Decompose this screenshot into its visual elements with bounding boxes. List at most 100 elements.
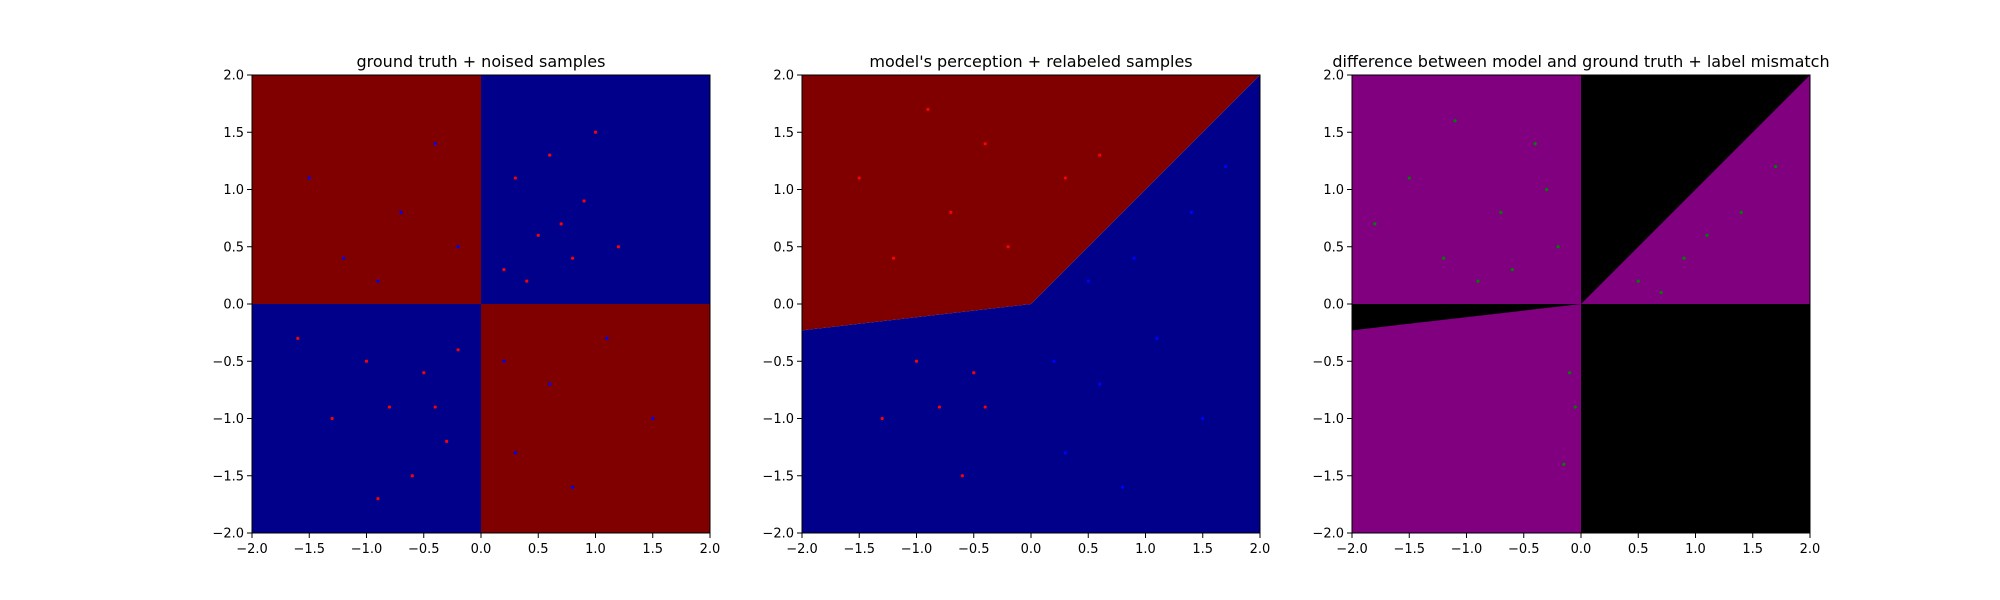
x-tick-label: 0.0 — [1571, 542, 1592, 557]
region-black-wedge-top — [1581, 75, 1810, 304]
region-black-wedge-left — [1352, 304, 1581, 331]
panel-2-regions — [802, 75, 1260, 533]
panel-2: model's perception + relabeled samples −… — [762, 52, 1270, 557]
point-red-7 — [525, 279, 529, 283]
x-tick-label: 2.0 — [1800, 542, 1821, 557]
x-tick-label: 2.0 — [1250, 542, 1271, 557]
point-green-1 — [1442, 256, 1446, 260]
y-tick-label: 1.5 — [1323, 126, 1344, 141]
y-tick-label: −1.5 — [1312, 469, 1344, 484]
y-tick-label: −2.0 — [762, 527, 794, 542]
point-red-9 — [937, 405, 942, 409]
point-green-3 — [1407, 176, 1411, 180]
y-tick-label: −1.0 — [762, 412, 794, 427]
panel-1-y-axis: −2.0 −1.5 −1.0 −0.5 0.0 0.5 1.0 1.5 2.0 — [212, 69, 252, 542]
panel-2-title: model's perception + relabeled samples — [869, 52, 1192, 71]
point-red-7 — [926, 107, 930, 111]
panel-2-x-axis: −2.0 −1.5 −1.0 −0.5 0.0 0.5 1.0 1.5 2.0 — [786, 533, 1270, 557]
x-tick-label: −0.5 — [408, 542, 440, 557]
x-tick-label: −0.5 — [1508, 542, 1540, 557]
point-green-12 — [1636, 279, 1640, 283]
panel-1-regions — [252, 75, 710, 533]
point-green-6 — [1453, 119, 1457, 123]
y-tick-label: −2.0 — [212, 527, 244, 542]
point-red-19 — [433, 405, 437, 409]
point-blue-30 — [571, 485, 575, 489]
point-blue-16 — [1063, 451, 1067, 455]
y-tick-label: 1.0 — [1323, 183, 1344, 198]
point-red-14 — [410, 474, 414, 478]
region-red-bottom-right — [481, 304, 710, 533]
panel-1: ground truth + noised samples −2.0 −1.5 −1… — [212, 52, 720, 557]
point-red-1 — [513, 176, 517, 180]
y-tick-label: 0.5 — [223, 240, 244, 255]
point-red-5 — [616, 245, 621, 249]
x-tick-label: 0.5 — [1078, 542, 1099, 557]
point-red-10 — [422, 371, 426, 375]
point-red-11 — [960, 474, 964, 478]
x-tick-label: 0.5 — [1628, 542, 1649, 557]
x-tick-label: 1.5 — [642, 542, 663, 557]
point-green-9 — [1545, 187, 1549, 192]
panel-1-title: ground truth + noised samples — [357, 52, 606, 71]
panel-3-x-axis: −2.0 −1.5 −1.0 −0.5 0.0 0.5 1.0 1.5 2.0 — [1336, 533, 1820, 557]
panel-3: difference between model and ground trut… — [1312, 52, 1829, 557]
x-tick-label: 2.0 — [700, 542, 721, 557]
y-tick-label: −0.5 — [1312, 355, 1344, 370]
y-tick-label: 0.5 — [1323, 240, 1344, 255]
point-red-10 — [914, 359, 919, 363]
x-tick-label: 0.0 — [1021, 542, 1042, 557]
point-green-8 — [1373, 222, 1377, 226]
region-blue-bottom-left — [252, 304, 481, 533]
x-tick-label: 1.5 — [1192, 542, 1213, 557]
point-blue-23 — [307, 176, 311, 180]
x-tick-label: 1.0 — [1135, 542, 1156, 557]
panel-3-regions — [1352, 75, 1810, 533]
point-green-11 — [1739, 210, 1743, 214]
x-tick-label: −2.0 — [236, 542, 268, 557]
point-red-12 — [880, 416, 884, 421]
x-tick-label: −1.5 — [843, 542, 875, 557]
point-red-9 — [559, 222, 563, 226]
x-tick-label: −2.0 — [1336, 542, 1368, 557]
x-tick-label: −1.5 — [1393, 542, 1425, 557]
point-red-18 — [296, 336, 300, 340]
point-red-13 — [983, 405, 987, 409]
point-blue-22 — [433, 142, 437, 146]
panel-3-title: difference between model and ground trut… — [1332, 52, 1829, 71]
panel-2-points — [857, 107, 1228, 489]
x-tick-label: 1.0 — [1685, 542, 1706, 557]
point-red-6 — [582, 199, 586, 203]
point-green-4 — [1556, 245, 1560, 249]
point-red-4 — [502, 268, 506, 272]
y-tick-label: −0.5 — [762, 355, 794, 370]
y-tick-label: −0.5 — [212, 355, 244, 370]
y-tick-label: −1.0 — [1312, 412, 1344, 427]
point-blue-18 — [1121, 485, 1125, 489]
y-tick-label: 2.0 — [773, 69, 794, 84]
x-tick-label: 1.5 — [1742, 542, 1763, 557]
x-tick-label: −1.0 — [351, 542, 383, 557]
y-tick-label: 2.0 — [223, 69, 244, 84]
x-tick-label: 0.5 — [528, 542, 549, 557]
point-green-14 — [1705, 233, 1709, 237]
point-blue-23 — [1224, 165, 1228, 169]
point-red-15 — [330, 416, 334, 421]
y-tick-label: 1.5 — [773, 126, 794, 141]
point-red-0 — [536, 233, 540, 237]
y-tick-label: 0.0 — [223, 298, 244, 313]
point-red-5 — [1063, 176, 1067, 180]
point-red-17 — [376, 497, 380, 501]
region-red-above-boundary — [802, 75, 1260, 331]
point-blue-29 — [651, 416, 655, 421]
point-red-2 — [571, 256, 575, 260]
point-green-7 — [1510, 268, 1514, 272]
y-tick-label: −2.0 — [1312, 527, 1344, 542]
point-red-13 — [364, 359, 369, 363]
point-blue-25 — [376, 279, 380, 283]
panel-3-points — [1373, 119, 1778, 466]
point-red-1 — [892, 256, 896, 260]
point-blue-28 — [513, 451, 517, 455]
point-red-3 — [548, 153, 552, 157]
